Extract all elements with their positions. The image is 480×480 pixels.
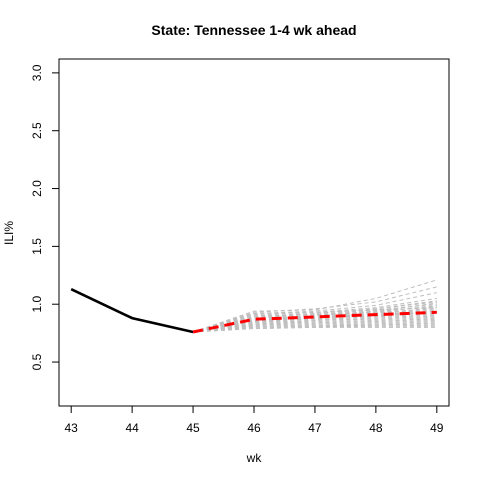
simulation-line: [192, 309, 437, 333]
chart-title: State: Tennessee 1-4 wk ahead: [151, 22, 356, 38]
simulation-line: [192, 307, 437, 333]
simulation-line: [192, 310, 437, 333]
plot-frame: [58, 58, 450, 407]
y-tick-label: 3.0: [30, 64, 44, 81]
y-axis: 0.5 1.0 1.5 2.0 2.5 3.0: [30, 64, 60, 370]
simulation-line: [192, 307, 437, 333]
y-tick-label: 1.0: [30, 296, 44, 313]
simulation-line: [193, 319, 437, 333]
y-tick-label: 2.0: [30, 180, 44, 197]
plot-area: [70, 279, 437, 334]
x-axis-label: wk: [246, 451, 263, 465]
simulation-line: [192, 304, 437, 333]
simulation-line: [192, 286, 437, 333]
simulation-line: [193, 318, 437, 333]
x-axis: 43 44 45 46 47 48 49: [65, 405, 444, 435]
y-tick-label: 1.5: [30, 238, 44, 255]
y-tick-label: 2.5: [30, 122, 44, 139]
simulation-line: [192, 300, 437, 333]
x-tick-label: 43: [65, 421, 79, 435]
x-tick-label: 48: [369, 421, 383, 435]
x-tick-label: 44: [125, 421, 139, 435]
forecast-mean-line: [192, 310, 437, 334]
simulation-line: [192, 297, 437, 333]
simulation-line: [192, 302, 437, 333]
y-axis-label: ILI%: [2, 221, 16, 245]
simulation-line: [192, 316, 437, 333]
x-tick-label: 46: [247, 421, 261, 435]
observed-line: [70, 288, 194, 334]
simulation-line: [193, 310, 437, 333]
simulation-line: [193, 326, 437, 333]
x-tick-label: 45: [186, 421, 200, 435]
x-tick-label: 49: [430, 421, 444, 435]
x-tick-label: 47: [308, 421, 322, 435]
simulation-line: [192, 312, 437, 333]
simulation-line: [192, 279, 437, 333]
y-tick-label: 0.5: [30, 353, 44, 370]
